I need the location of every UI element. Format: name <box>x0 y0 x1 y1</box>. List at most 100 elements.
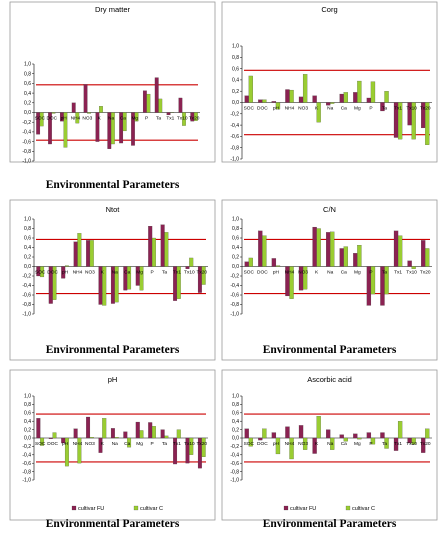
bar <box>164 435 169 439</box>
bar <box>39 112 44 127</box>
y-tick-label: -0,2 <box>230 112 239 118</box>
bar <box>201 266 206 285</box>
bar <box>339 248 344 267</box>
bar <box>89 437 94 439</box>
bar <box>298 425 304 439</box>
bar <box>64 265 69 267</box>
bar <box>353 253 358 267</box>
bar <box>258 437 263 441</box>
y-tick-label: -0,4 <box>230 453 239 459</box>
category-label: pH <box>62 441 69 447</box>
bar <box>122 112 127 132</box>
y-tick-label: 1,0 <box>232 44 239 50</box>
category-label: Ta <box>382 441 387 447</box>
chart-frame <box>221 199 438 361</box>
y-tick-label: -0,4 <box>230 283 239 289</box>
y-tick-label: 0,4 <box>24 419 31 425</box>
bar <box>393 230 399 267</box>
bar <box>123 431 128 439</box>
y-tick-label: -1,0 <box>22 478 31 484</box>
category-label: P <box>369 441 372 447</box>
bar <box>86 240 91 267</box>
bar <box>178 97 183 113</box>
category-label: NO3 <box>298 270 308 276</box>
bar <box>302 74 308 103</box>
x-axis-label: Environmental Parameters <box>46 344 180 356</box>
bar <box>148 422 153 439</box>
y-tick-label: -1,0 <box>22 312 31 318</box>
y-tick-label: 0,0 <box>232 100 239 106</box>
y-tick-label: 0,0 <box>24 264 31 270</box>
bar <box>176 429 181 439</box>
category-label: NO3 <box>85 441 95 447</box>
bar <box>425 428 430 439</box>
bar <box>312 226 317 267</box>
category-label: Tx1 <box>394 441 402 447</box>
category-label: K <box>315 441 319 447</box>
bar <box>316 416 321 439</box>
category-label: Na <box>112 270 118 276</box>
bar <box>343 437 348 442</box>
y-tick-label: -0,8 <box>22 302 31 308</box>
bar <box>302 437 308 450</box>
category-label: Tx10 <box>406 270 417 276</box>
category-label: Na <box>327 270 333 276</box>
y-tick-label: 0,0 <box>232 436 239 442</box>
bar <box>411 102 416 140</box>
category-label: Mg <box>136 441 143 447</box>
legend-label: cultivar C <box>352 506 375 512</box>
bar <box>48 112 52 145</box>
bar <box>134 112 139 122</box>
bar <box>173 437 178 465</box>
bar <box>127 266 132 290</box>
y-tick-label: -0,8 <box>230 469 239 475</box>
bar <box>166 112 171 116</box>
category-label: NH4 <box>285 441 295 447</box>
bar <box>86 416 91 439</box>
y-tick-label: 0,6 <box>24 411 31 417</box>
bar <box>370 437 376 445</box>
category-label: Tx10 <box>184 270 195 276</box>
bar <box>275 265 281 267</box>
bar <box>425 248 430 267</box>
bar <box>95 112 100 142</box>
bar <box>102 418 107 439</box>
bar <box>425 102 430 145</box>
y-tick-label: 0,6 <box>232 236 239 242</box>
y-tick-label: -0,4 <box>22 283 31 289</box>
bar <box>316 228 321 267</box>
category-label: Tx20 <box>420 270 431 276</box>
category-label: Mg <box>136 270 143 276</box>
bar <box>114 437 119 439</box>
y-tick-label: 0,2 <box>232 255 239 261</box>
category-label: P <box>369 270 372 276</box>
category-label: Tx20 <box>189 116 200 122</box>
bar <box>370 81 376 103</box>
category-label: DOC <box>257 106 268 112</box>
y-tick-label: -0,6 <box>22 293 31 299</box>
category-label: Tx1 <box>394 106 402 112</box>
bar <box>83 84 88 113</box>
y-tick-label: 1,0 <box>232 217 239 223</box>
bar <box>64 437 69 467</box>
category-label: SOC <box>35 116 46 122</box>
bar <box>384 437 389 449</box>
chart-panel-5: pH 1,0 0,8 0,6 0,4 0,2 0,0 -0,2 -0,4 -0,6 -0,8 -1,0… <box>9 369 216 521</box>
y-tick-label: -1,0 <box>22 159 31 165</box>
category-label: P <box>369 106 372 112</box>
chart-title: Corg <box>321 5 337 14</box>
category-label: Mg <box>354 106 361 112</box>
category-label: Tx20 <box>420 441 431 447</box>
category-label: Na <box>327 441 333 447</box>
category-label: SOC <box>35 441 46 447</box>
bar <box>135 266 140 286</box>
bar <box>73 428 78 439</box>
y-tick-label: 1,0 <box>24 62 31 68</box>
bar <box>330 437 335 450</box>
bar <box>248 437 253 447</box>
bar <box>52 266 57 300</box>
bar <box>244 428 249 439</box>
category-label: DOC <box>47 270 58 276</box>
legend-swatch <box>345 505 351 511</box>
